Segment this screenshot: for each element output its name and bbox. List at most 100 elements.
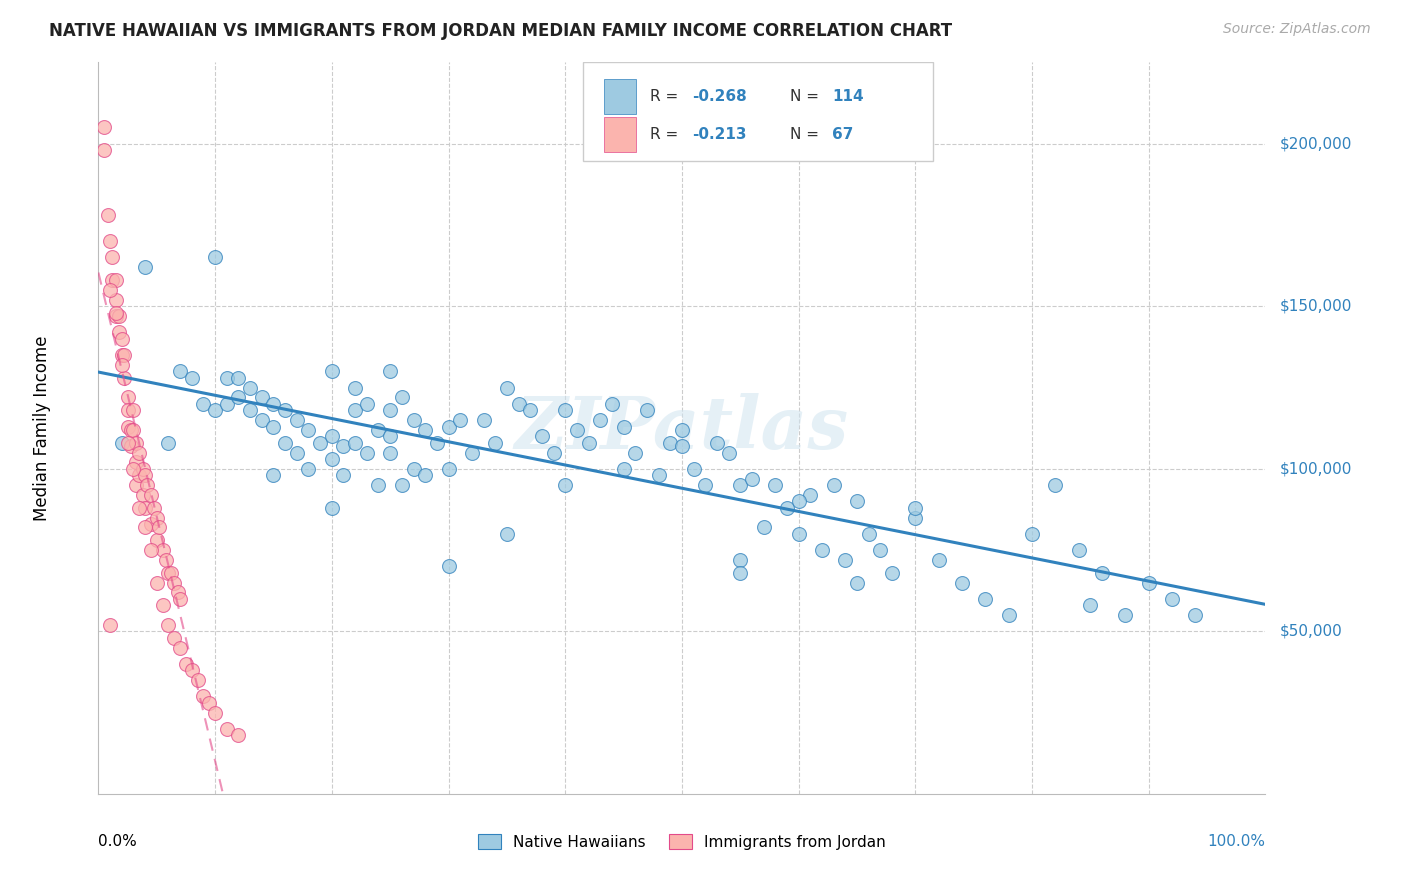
Point xyxy=(402,462,425,476)
Point xyxy=(117,390,139,404)
Point xyxy=(180,664,202,678)
Point xyxy=(139,517,162,532)
Point xyxy=(193,690,215,704)
Point xyxy=(104,306,127,320)
Point xyxy=(437,559,460,574)
Point xyxy=(869,543,891,558)
Point xyxy=(169,591,191,606)
Point xyxy=(695,478,717,492)
Point xyxy=(228,390,250,404)
Point xyxy=(1091,566,1114,580)
Text: 114: 114 xyxy=(832,88,865,103)
Point xyxy=(134,468,156,483)
Point xyxy=(380,445,402,459)
Point xyxy=(880,566,903,580)
Point xyxy=(321,429,343,443)
Point xyxy=(776,500,799,515)
Point xyxy=(97,208,120,222)
Point xyxy=(262,397,284,411)
Point xyxy=(530,429,553,443)
Point xyxy=(204,251,226,265)
Point xyxy=(519,403,541,417)
Point xyxy=(578,435,600,450)
Point xyxy=(730,566,752,580)
Point xyxy=(93,143,115,157)
Point xyxy=(565,423,588,437)
Point xyxy=(344,435,367,450)
Point xyxy=(787,526,810,541)
Point xyxy=(117,435,139,450)
Text: $50,000: $50,000 xyxy=(1279,624,1343,639)
Point xyxy=(636,403,658,417)
Bar xyxy=(603,78,637,113)
Point xyxy=(112,371,135,385)
Point xyxy=(846,494,869,508)
Point xyxy=(155,553,177,567)
Point xyxy=(204,706,226,720)
Point xyxy=(321,364,343,378)
Point xyxy=(1067,543,1090,558)
Point xyxy=(706,435,728,450)
Point xyxy=(120,439,142,453)
Point xyxy=(239,403,262,417)
Point xyxy=(125,435,148,450)
Point xyxy=(125,478,148,492)
Point xyxy=(120,423,142,437)
Point xyxy=(125,455,148,469)
Point xyxy=(799,488,821,502)
Point xyxy=(730,553,752,567)
Point xyxy=(215,397,238,411)
Point xyxy=(367,423,389,437)
Point xyxy=(143,500,166,515)
Point xyxy=(159,566,181,580)
Point xyxy=(613,419,636,434)
Point xyxy=(344,403,367,417)
Point xyxy=(741,471,763,485)
Point xyxy=(228,728,250,742)
Point xyxy=(93,120,115,135)
Text: R =: R = xyxy=(651,128,679,143)
Point xyxy=(297,423,319,437)
Point xyxy=(380,403,402,417)
Point xyxy=(98,234,121,248)
Point xyxy=(763,478,786,492)
Point xyxy=(198,696,221,710)
Point xyxy=(543,445,565,459)
Point xyxy=(613,462,636,476)
Point xyxy=(101,251,124,265)
Point xyxy=(157,566,180,580)
Point xyxy=(250,390,273,404)
Text: 67: 67 xyxy=(832,128,853,143)
Point xyxy=(437,419,460,434)
Text: -0.213: -0.213 xyxy=(692,128,747,143)
Point xyxy=(139,543,162,558)
Text: N =: N = xyxy=(790,88,820,103)
Point xyxy=(134,500,156,515)
Point xyxy=(496,526,519,541)
Point xyxy=(111,348,134,362)
Text: 0.0%: 0.0% xyxy=(98,834,138,849)
Point xyxy=(152,543,174,558)
Point xyxy=(472,413,495,427)
Point xyxy=(484,435,506,450)
Text: NATIVE HAWAIIAN VS IMMIGRANTS FROM JORDAN MEDIAN FAMILY INCOME CORRELATION CHART: NATIVE HAWAIIAN VS IMMIGRANTS FROM JORDA… xyxy=(49,22,952,40)
Point xyxy=(437,462,460,476)
Text: -0.268: -0.268 xyxy=(692,88,747,103)
Point xyxy=(974,591,997,606)
Point xyxy=(146,533,169,548)
Text: $150,000: $150,000 xyxy=(1279,299,1351,314)
Point xyxy=(274,435,297,450)
Point xyxy=(823,478,845,492)
Point xyxy=(193,397,215,411)
Point xyxy=(128,500,150,515)
Point xyxy=(846,575,869,590)
Point xyxy=(122,423,145,437)
Point xyxy=(98,283,121,297)
Point xyxy=(344,380,367,394)
Text: $100,000: $100,000 xyxy=(1279,461,1351,476)
Point xyxy=(682,462,704,476)
Point xyxy=(285,413,308,427)
Point xyxy=(589,413,612,427)
Point xyxy=(136,478,159,492)
Point xyxy=(187,673,209,687)
